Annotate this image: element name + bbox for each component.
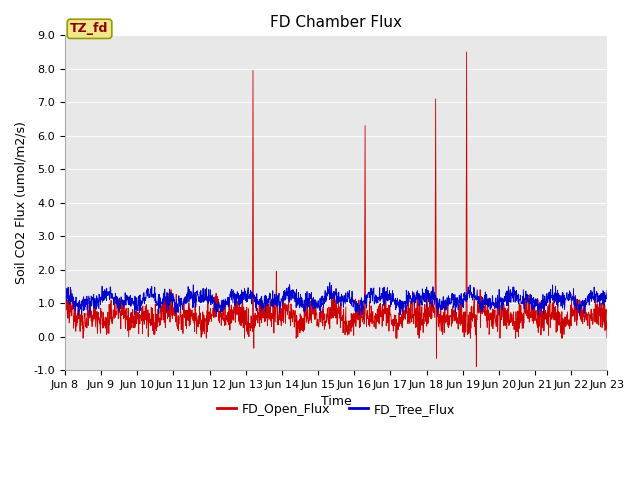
FD_Tree_Flux xyxy=(604,288,611,294)
FD_Tree_Flux xyxy=(325,288,333,293)
FD_Open_Flux xyxy=(463,49,470,55)
Text: TZ_fd: TZ_fd xyxy=(70,23,109,36)
FD_Open_Flux xyxy=(325,312,333,318)
FD_Open_Flux xyxy=(489,306,497,312)
FD_Tree_Flux xyxy=(489,293,497,299)
FD_Open_Flux xyxy=(472,364,480,370)
Legend: FD_Open_Flux, FD_Tree_Flux: FD_Open_Flux, FD_Tree_Flux xyxy=(212,397,461,420)
FD_Open_Flux xyxy=(604,304,611,310)
FD_Open_Flux xyxy=(89,312,97,318)
FD_Tree_Flux xyxy=(311,305,319,311)
FD_Tree_Flux xyxy=(61,294,68,300)
FD_Tree_Flux xyxy=(89,295,97,300)
FD_Open_Flux xyxy=(61,311,68,316)
FD_Tree_Flux xyxy=(588,289,596,295)
FD_Tree_Flux xyxy=(588,293,596,299)
Y-axis label: Soil CO2 Flux (umol/m2/s): Soil CO2 Flux (umol/m2/s) xyxy=(15,121,28,284)
Line: FD_Tree_Flux: FD_Tree_Flux xyxy=(65,283,607,315)
FD_Open_Flux xyxy=(588,315,596,321)
Line: FD_Open_Flux: FD_Open_Flux xyxy=(65,52,607,367)
X-axis label: Time: Time xyxy=(321,396,351,408)
FD_Tree_Flux xyxy=(326,280,333,286)
FD_Tree_Flux xyxy=(86,312,93,318)
FD_Open_Flux xyxy=(310,315,318,321)
Title: FD Chamber Flux: FD Chamber Flux xyxy=(270,15,402,30)
FD_Open_Flux xyxy=(588,310,596,316)
